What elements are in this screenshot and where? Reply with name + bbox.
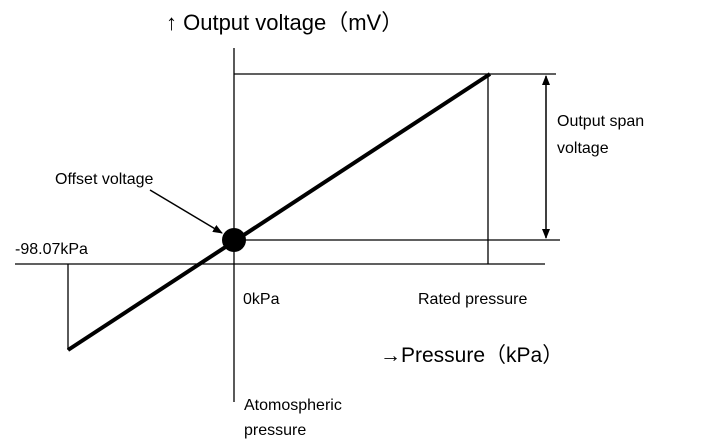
offset-dot [222, 228, 246, 252]
zero-label: 0kPa [243, 291, 280, 308]
span-label: Output span [557, 113, 644, 130]
rated-label: Rated pressure [418, 291, 527, 308]
x-label: →Pressure（kPa） [380, 344, 563, 367]
offset-label: Offset voltage [55, 171, 154, 188]
atmos-label: Atomospheric [244, 397, 342, 414]
title: ↑ Output voltage（mV） [166, 10, 403, 35]
span-label: voltage [557, 140, 609, 157]
offset-arrow [149, 189, 223, 234]
negative-label: -98.07kPa [15, 241, 88, 258]
atmos-label: pressure [244, 422, 306, 439]
output-line [66, 72, 492, 352]
